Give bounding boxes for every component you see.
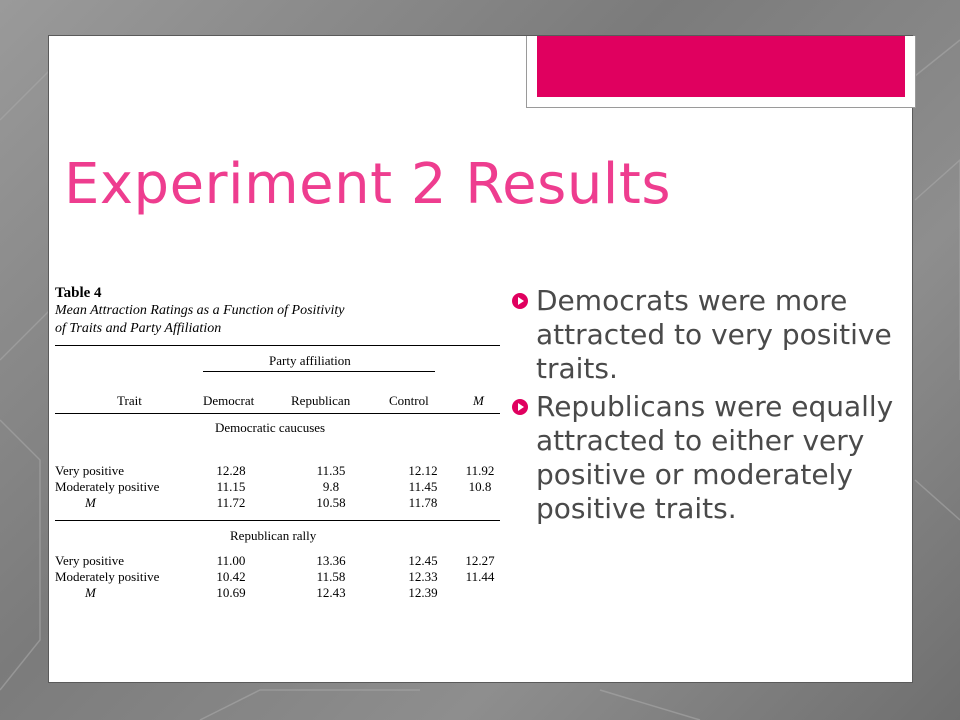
row-value-dem: 12.28 bbox=[216, 463, 246, 478]
bullet-list: Democrats were more attracted to very po… bbox=[512, 284, 907, 530]
header-democrat: Democrat bbox=[203, 393, 255, 408]
row-value-rep: 10.58 bbox=[316, 495, 346, 510]
row-value-m: 11.92 bbox=[465, 463, 495, 478]
row-trait: Very positive bbox=[55, 463, 124, 478]
row-value-con: 12.12 bbox=[408, 463, 438, 478]
row-value-con: 12.39 bbox=[408, 585, 438, 600]
row-value-dem: 10.69 bbox=[216, 585, 246, 600]
section-republican: Republican rally bbox=[230, 528, 317, 543]
row-trait: M bbox=[85, 585, 96, 600]
header-control: Control bbox=[389, 393, 429, 408]
row-value-m: 12.27 bbox=[465, 553, 495, 568]
row-value-dem: 11.15 bbox=[216, 479, 246, 494]
row-value-m: 10.8 bbox=[468, 479, 492, 494]
row-value-rep: 12.43 bbox=[316, 585, 346, 600]
bullet-text: Democrats were more attracted to very po… bbox=[536, 284, 892, 385]
header-m: M bbox=[473, 393, 484, 408]
row-value-con: 11.78 bbox=[408, 495, 438, 510]
row-value-rep: 9.8 bbox=[322, 479, 340, 494]
row-value-rep: 11.35 bbox=[316, 463, 346, 478]
row-trait: Very positive bbox=[55, 553, 124, 568]
section-democratic: Democratic caucuses bbox=[215, 420, 326, 435]
header-republican: Republican bbox=[291, 393, 351, 408]
row-value-dem: 10.42 bbox=[216, 569, 246, 584]
table-spanner: Party affiliation bbox=[269, 353, 351, 368]
slide-title: Experiment 2 Results bbox=[64, 152, 671, 217]
row-trait: Moderately positive bbox=[55, 569, 160, 584]
bullet-item: Democrats were more attracted to very po… bbox=[512, 284, 907, 386]
table-rule-header bbox=[55, 413, 500, 414]
row-value-rep: 13.36 bbox=[316, 553, 346, 568]
row-trait: Moderately positive bbox=[55, 479, 160, 494]
table-caption-line2: of Traits and Party Affiliation bbox=[55, 321, 222, 336]
row-value-rep: 11.58 bbox=[316, 569, 346, 584]
table-label: Table 4 bbox=[55, 285, 102, 301]
row-value-con: 11.45 bbox=[408, 479, 438, 494]
bullet-text: Republicans were equally attracted to ei… bbox=[536, 390, 894, 525]
arrow-bullet-icon bbox=[512, 399, 528, 415]
bullet-item: Republicans were equally attracted to ei… bbox=[512, 390, 907, 526]
row-trait: M bbox=[85, 495, 96, 510]
accent-tab bbox=[526, 36, 916, 108]
header-trait: Trait bbox=[117, 393, 142, 408]
row-value-dem: 11.72 bbox=[216, 495, 246, 510]
table-rule-top bbox=[55, 345, 500, 346]
table-caption-line1: Mean Attraction Ratings as a Function of… bbox=[55, 303, 345, 318]
table-rule-mid bbox=[55, 520, 500, 521]
row-value-con: 12.45 bbox=[408, 553, 438, 568]
accent-tab-fill bbox=[537, 36, 905, 97]
results-table: Table 4 Mean Attraction Ratings as a Fun… bbox=[55, 285, 500, 615]
table-spanner-rule bbox=[203, 371, 435, 372]
arrow-bullet-icon bbox=[512, 293, 528, 309]
row-value-m: 11.44 bbox=[465, 569, 495, 584]
row-value-dem: 11.00 bbox=[216, 553, 246, 568]
row-value-con: 12.33 bbox=[408, 569, 438, 584]
